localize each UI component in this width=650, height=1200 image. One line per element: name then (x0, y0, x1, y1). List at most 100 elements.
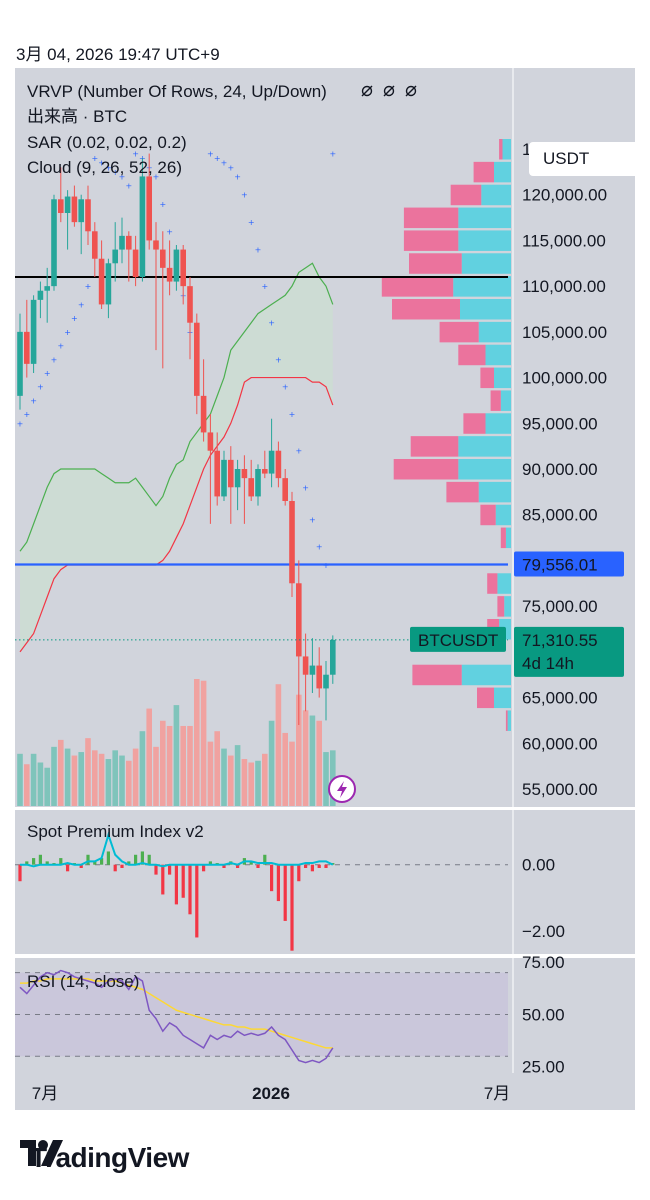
candle-body (214, 450, 220, 497)
volume-bar (241, 759, 248, 806)
volume-bar (64, 748, 71, 806)
sar-dot: + (234, 172, 241, 181)
candle-body (64, 196, 71, 213)
vrvp-row-down (409, 253, 462, 274)
vrvp-row-down (392, 299, 460, 320)
candle-body (119, 235, 125, 250)
vrvp-row-down (412, 664, 462, 686)
vrvp-row-down (458, 344, 486, 366)
candle-body (221, 459, 227, 497)
volume-bar (275, 684, 282, 806)
vrvp-row-up (458, 207, 511, 229)
volume-bar (268, 720, 275, 806)
sar-dot: + (30, 396, 37, 405)
volume-bar (234, 745, 241, 806)
premium-hist-bar (127, 861, 131, 865)
sar-dot: + (17, 419, 24, 428)
premium-hist-bar (106, 851, 110, 865)
vrvp-row-up (504, 596, 511, 617)
symbol-tag-bg (410, 626, 506, 652)
sar-dot: + (302, 483, 309, 492)
premium-hist-bar (161, 864, 165, 895)
sar-dot: + (71, 314, 78, 323)
support-price-tag-bg (514, 551, 624, 577)
premium-hist-bar (310, 864, 314, 872)
volume-bar (166, 725, 173, 806)
time-tick-label: 2026 (252, 1084, 290, 1103)
vrvp-row-up (478, 481, 511, 503)
sar-dot: + (268, 319, 275, 328)
sar-dot: + (37, 383, 44, 392)
price-tick-label: 115,000.00 (522, 231, 606, 250)
premium-hist-bar (79, 864, 83, 868)
rsi-tick-label: 75.00 (522, 953, 565, 972)
premium-hist-bar (283, 864, 287, 921)
premium-hist-bar (113, 864, 117, 872)
eye-slash-icon-slash (361, 85, 373, 97)
sar-dot: + (98, 159, 105, 168)
footer-brand[interactable]: TradingView (20, 1138, 189, 1178)
premium-hist-bar (222, 864, 226, 868)
rsi-ma-line (20, 978, 333, 1049)
vrvp-row-down (499, 139, 503, 160)
candle-body (316, 665, 322, 689)
vrvp-row-down (393, 459, 459, 480)
price-tick-label: 100,000.00 (522, 369, 607, 388)
sar-dot: + (241, 191, 248, 200)
price-tick-label: 105,000.00 (522, 323, 607, 342)
sar-dot: + (132, 150, 139, 159)
price-tick-label: 90,000.00 (522, 460, 598, 479)
candle-body (44, 286, 50, 291)
candle-body (92, 231, 98, 259)
premium-hist-bar (297, 864, 301, 882)
volume-bar (71, 755, 78, 806)
sar-dot: + (51, 355, 58, 364)
price-tick-label: 75,000.00 (522, 597, 598, 616)
sar-dot: + (255, 246, 262, 255)
indicator-legend-1: 出来高 · BTC (27, 107, 127, 126)
sar-dot: + (289, 410, 296, 419)
volume-bar (58, 739, 64, 806)
last-price-tag-bg (514, 626, 624, 677)
premium-hist-bar (195, 864, 199, 938)
pane-separator (15, 807, 635, 810)
premium-title: Spot Premium Index v2 (27, 822, 204, 841)
vrvp-row-up (461, 664, 511, 686)
chart-area[interactable]: + + + + + + + + + + + + + + + + + + + + + + + + + + + + + + + + + + + + + + + +… (15, 68, 643, 1110)
eye-slash-icon (405, 85, 417, 97)
candle-body (207, 432, 214, 451)
candle-body (187, 286, 193, 323)
vrvp-row-up (453, 276, 511, 297)
candle-body (139, 176, 146, 277)
candle-body (173, 249, 180, 282)
quote-currency-button[interactable]: USDT (529, 142, 643, 176)
price-tick-label: 120,000.00 (522, 186, 607, 205)
candle-body (126, 235, 132, 250)
vrvp-row-down (450, 184, 482, 206)
candle-body (323, 674, 329, 689)
sar-dot: + (64, 328, 71, 337)
eye-slash-icon-slash (405, 85, 417, 97)
premium-hist-bar (168, 864, 172, 875)
time-tick-label: 7月 (32, 1084, 58, 1103)
candle-body (132, 249, 139, 277)
price-tick-label: 85,000.00 (522, 506, 598, 525)
premium-line (20, 831, 334, 868)
chart-canvas[interactable]: ++++++++++++++++++++++++++++++++++++++++… (15, 68, 635, 1110)
candle-body (17, 331, 23, 396)
candle-body (78, 199, 84, 223)
sar-dot: + (309, 515, 316, 524)
vrvp-row-down (381, 276, 454, 297)
volume-bar (200, 680, 207, 806)
candle-body (262, 469, 268, 474)
sar-dot: + (44, 369, 51, 378)
sar-dot: + (85, 282, 92, 291)
sar-dot: + (282, 383, 289, 392)
vrvp-row-down (500, 527, 506, 549)
price-tick-label: 95,000.00 (522, 414, 598, 433)
volume-bar (302, 710, 309, 806)
candle-body (200, 395, 207, 433)
premium-hist-bar (86, 854, 90, 865)
eye-slash-icon-slash (383, 85, 395, 97)
symbol-tag: BTCUSDT (418, 631, 498, 650)
